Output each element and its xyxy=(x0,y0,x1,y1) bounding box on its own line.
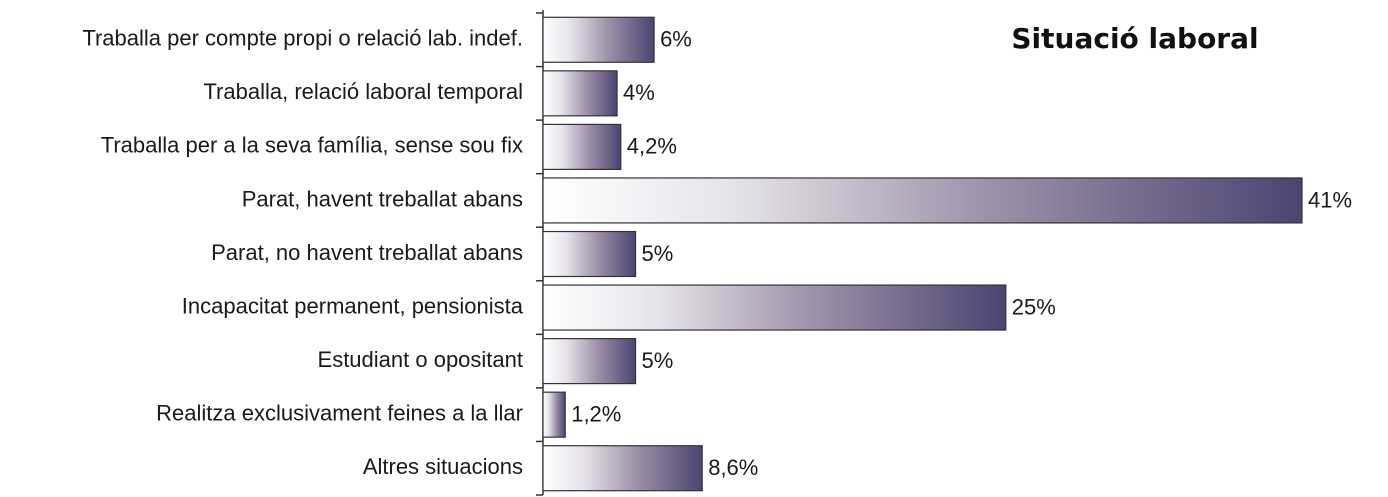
chart-title: Situació laboral xyxy=(1011,22,1258,55)
value-label: 5% xyxy=(642,241,674,266)
category-label: Altres situacions xyxy=(363,454,523,479)
value-label: 4% xyxy=(623,80,655,105)
bar xyxy=(542,338,637,385)
value-label: 6% xyxy=(660,27,692,52)
category-label: Traballa per compte propi o relació lab.… xyxy=(82,26,523,51)
category-label: Incapacitat permanent, pensionista xyxy=(182,293,524,318)
bar xyxy=(542,70,618,117)
value-label: 5% xyxy=(642,348,674,373)
category-label: Traballa, relació laboral temporal xyxy=(203,79,523,104)
bar xyxy=(542,123,622,170)
bar xyxy=(542,391,566,438)
category-label: Parat, no havent treballat abans xyxy=(211,240,523,265)
value-label: 41% xyxy=(1308,187,1352,212)
bar xyxy=(542,16,655,63)
bar xyxy=(542,230,637,278)
bar xyxy=(542,284,1007,331)
category-label: Parat, havent treballat abans xyxy=(242,186,523,211)
bar xyxy=(542,445,703,492)
value-label: 25% xyxy=(1012,294,1056,319)
value-label: 4,2% xyxy=(627,134,677,159)
category-label: Estudiant o opositant xyxy=(318,347,523,372)
value-label: 1,2% xyxy=(571,401,621,426)
category-label: Traballa per a la seva família, sense so… xyxy=(101,133,523,158)
bar xyxy=(542,177,1303,224)
value-label: 8,6% xyxy=(708,455,758,480)
category-label: Realitza exclusivament feines a la llar xyxy=(156,400,523,425)
